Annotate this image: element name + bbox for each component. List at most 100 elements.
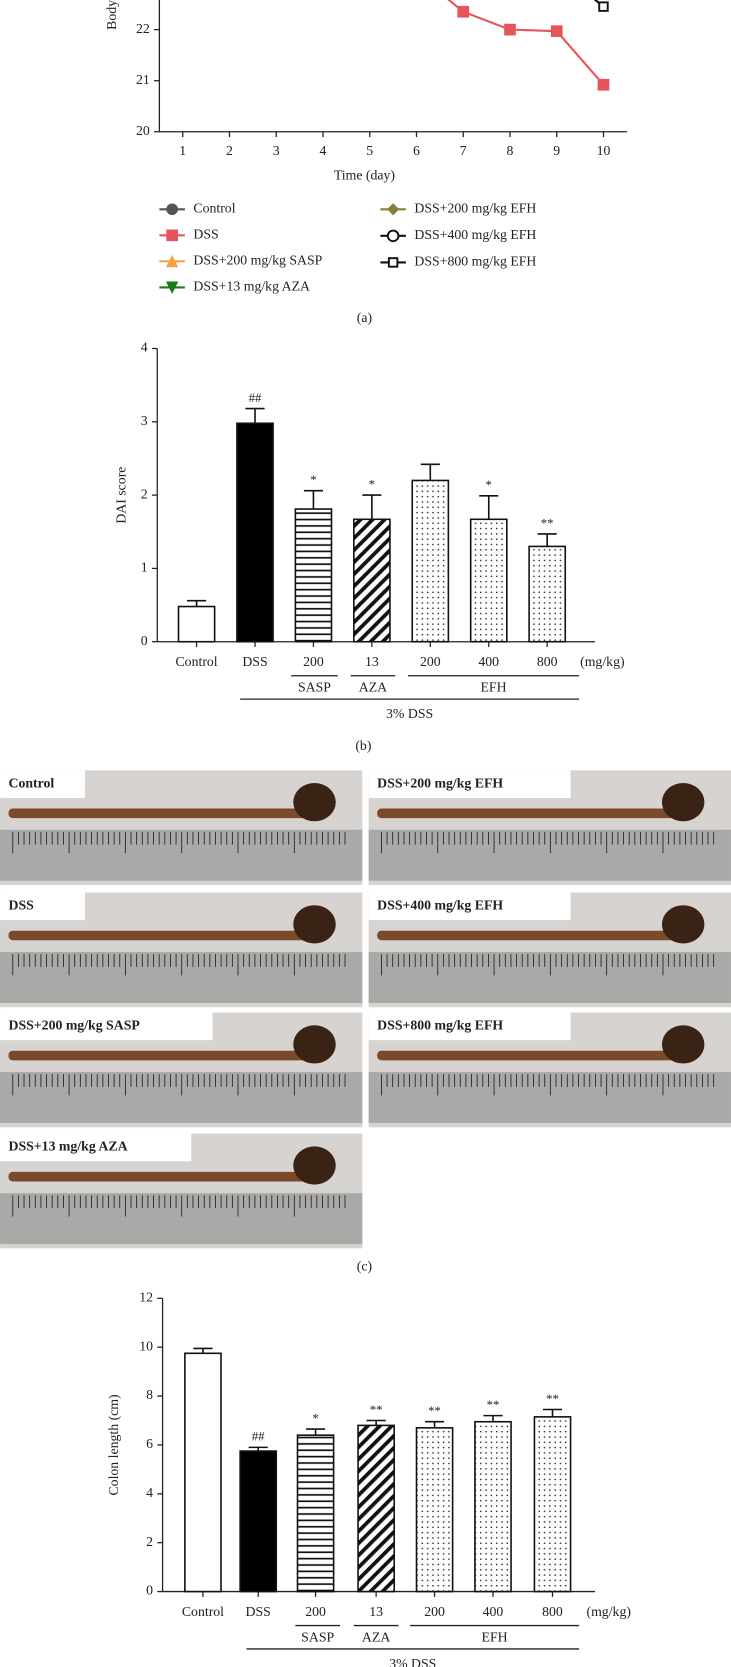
group-label: SASP <box>301 1629 334 1644</box>
marker <box>166 203 178 216</box>
ruler <box>0 1193 363 1245</box>
x-tick-label: 200 <box>424 1604 445 1619</box>
x-tick-label: 8 <box>507 143 514 158</box>
bar <box>528 545 567 643</box>
bar <box>184 1352 222 1593</box>
y-tick-label: 21 <box>136 72 150 87</box>
marker <box>597 78 610 91</box>
unit-label: (mg/kg) <box>580 654 624 670</box>
group-label: AZA <box>362 1629 390 1644</box>
x-tick-label: 200 <box>303 654 324 669</box>
bar <box>415 1427 454 1593</box>
significance-label: * <box>312 1411 318 1425</box>
y-axis-label: Colon length (cm) <box>106 1394 122 1495</box>
colon-cecum <box>661 783 705 822</box>
photo-label: DSS+13 mg/kg AZA <box>9 1139 128 1154</box>
x-tick-label: DSS <box>246 1604 271 1619</box>
bar <box>474 1420 512 1593</box>
significance-label: ## <box>252 1430 265 1444</box>
bar <box>357 1424 395 1593</box>
significance-label: ** <box>546 1392 559 1406</box>
photo-label-box <box>0 1012 213 1041</box>
group-label: EFH <box>482 1629 508 1644</box>
ruler <box>0 951 363 1003</box>
colon-cecum <box>293 1146 336 1185</box>
y-tick-label: 2 <box>146 1534 153 1549</box>
legend-label: DSS+13 mg/kg AZA <box>193 279 310 294</box>
marker <box>504 23 516 36</box>
photo-label: DSS+200 mg/kg EFH <box>377 775 503 790</box>
photo-label-box <box>0 892 86 921</box>
bar <box>411 479 450 643</box>
bar <box>239 1450 278 1593</box>
colon-cecum <box>661 1025 705 1064</box>
colon-tissue <box>377 1050 676 1061</box>
y-axis-label: Body <box>104 0 119 30</box>
bar <box>533 1416 572 1593</box>
plot-area <box>447 0 610 91</box>
legend-label: DSS+800 mg/kg EFH <box>414 254 536 269</box>
x-axis-label: Time (day) <box>334 168 395 184</box>
y-tick-label: 22 <box>136 21 150 36</box>
marker <box>387 203 400 216</box>
caption: (b) <box>355 738 371 754</box>
y-tick-label: 4 <box>141 340 148 355</box>
photo-label: DSS+200 mg/kg SASP <box>9 1018 141 1033</box>
x-tick-label: Control <box>175 654 217 669</box>
marker <box>387 257 399 268</box>
ruler <box>0 829 363 881</box>
legend-label: DSS+400 mg/kg EFH <box>414 227 536 242</box>
colon-tissue <box>8 1050 308 1061</box>
bar <box>469 518 508 643</box>
ruler <box>368 1072 731 1124</box>
colon-tissue <box>8 1171 308 1182</box>
y-tick-label: 20 <box>136 123 150 138</box>
x-tick-label: 5 <box>366 143 373 158</box>
group-label: AZA <box>359 680 387 695</box>
significance-label: * <box>369 477 375 491</box>
y-tick-label: 12 <box>139 1289 153 1304</box>
significance-label: ** <box>487 1398 500 1412</box>
group-label: 3% DSS <box>386 706 433 721</box>
colon-tissue <box>377 930 676 941</box>
significance-label: * <box>486 478 492 492</box>
caption: (a) <box>357 310 372 326</box>
group-label: 3% DSS <box>389 1656 436 1667</box>
x-tick-label: DSS <box>242 654 267 669</box>
colon-tissue <box>377 808 676 819</box>
photo-label-box <box>368 770 571 798</box>
x-tick-label: 10 <box>597 143 611 158</box>
photo-label-box <box>0 770 86 798</box>
photo-label-box <box>368 1012 571 1041</box>
significance-label: * <box>310 473 316 487</box>
photo-label: Control <box>9 775 55 790</box>
y-tick-label: 3 <box>141 413 148 428</box>
y-tick-label: 6 <box>146 1436 153 1451</box>
y-tick-label: 10 <box>139 1338 153 1353</box>
x-tick-label: 2 <box>226 143 233 158</box>
x-tick-label: 800 <box>537 654 558 669</box>
bar <box>177 605 216 643</box>
x-tick-label: Control <box>182 1604 224 1619</box>
group-label: EFH <box>480 680 506 695</box>
photo-label: DSS+400 mg/kg EFH <box>377 897 503 912</box>
group-label: SASP <box>298 680 331 695</box>
significance-label: ## <box>249 391 262 405</box>
x-tick-label: 7 <box>460 143 467 158</box>
y-tick-label: 8 <box>146 1387 153 1402</box>
photo-label-box <box>368 892 571 921</box>
x-tick-label: 13 <box>369 1604 383 1619</box>
legend-label: DSS+200 mg/kg SASP <box>193 253 322 268</box>
x-tick-label: 9 <box>553 143 560 158</box>
significance-label: ** <box>541 516 554 530</box>
marker <box>165 281 179 294</box>
caption: (c) <box>357 1259 372 1275</box>
y-tick-label: 0 <box>141 633 148 648</box>
x-tick-label: 400 <box>478 654 499 669</box>
ruler <box>0 1072 363 1124</box>
series-line <box>447 0 605 86</box>
colon-tissue <box>8 808 308 819</box>
photo-label: DSS <box>9 897 35 912</box>
legend-label: DSS <box>193 227 218 242</box>
marker <box>550 25 563 37</box>
